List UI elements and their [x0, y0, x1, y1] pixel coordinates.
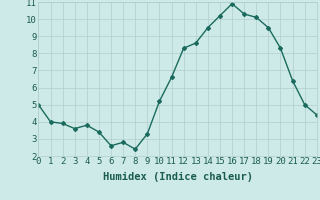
- X-axis label: Humidex (Indice chaleur): Humidex (Indice chaleur): [103, 172, 252, 182]
